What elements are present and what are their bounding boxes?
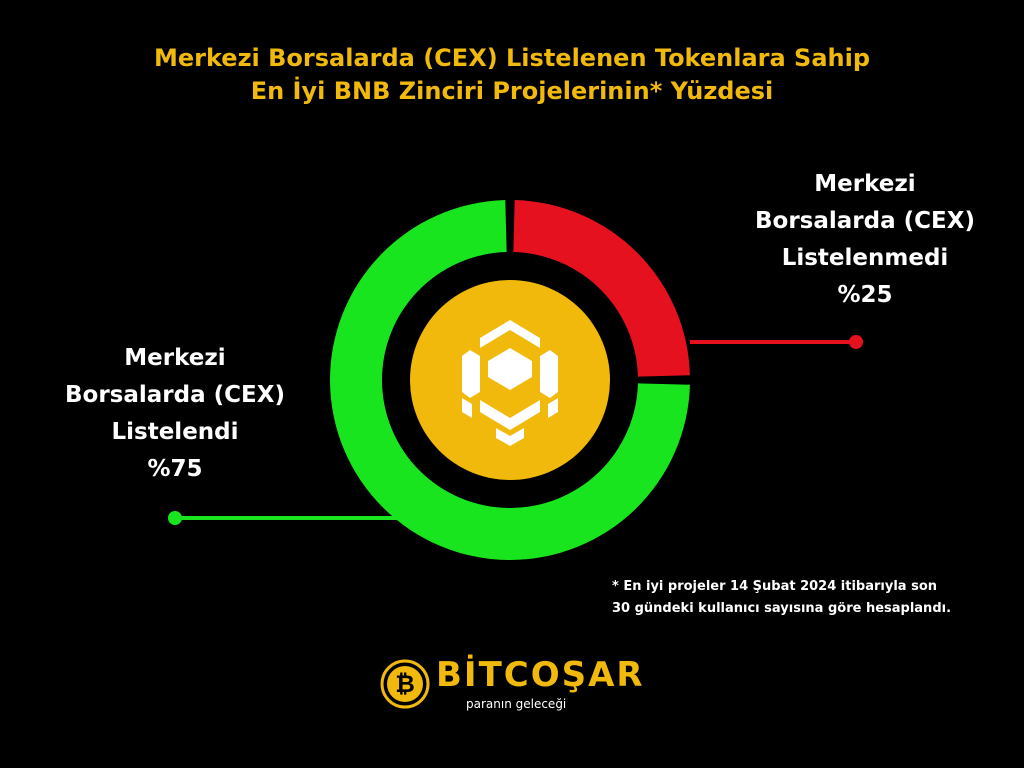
chart-title-line-2: En İyi BNB Zinciri Projelerinin* Yüzdesi: [250, 77, 774, 105]
label-listed-value: %75: [147, 456, 203, 482]
label-listed-line-3: Listelendi: [111, 419, 239, 445]
footnote-line-2: 30 gündeki kullanıcı sayısına göre hesap…: [612, 601, 952, 616]
leader-lines: [168, 335, 863, 525]
brand-tagline: paranın geleceği: [466, 697, 567, 711]
leader-dot-1: [849, 335, 863, 349]
donut-slices: [330, 200, 690, 560]
leader-dot-2: [168, 511, 182, 525]
label-unlisted-line-3: Listelenmedi: [781, 245, 949, 271]
brand-name: BİTCOŞAR: [436, 655, 645, 695]
donut-slice-1: [513, 200, 690, 377]
footnote-line-1: * En iyi projeler 14 Şubat 2024 itibarıy…: [612, 579, 938, 594]
svg-text:₿: ₿: [395, 670, 415, 698]
chart-title-line-1: Merkezi Borsalarda (CEX) Listelenen Toke…: [153, 44, 871, 72]
footnote: * En iyi projeler 14 Şubat 2024 itibarıy…: [612, 576, 1012, 620]
label-listed: Merkezi Borsalarda (CEX) Listelendi %75: [40, 340, 310, 488]
bnb-logo-icon: [462, 320, 558, 446]
label-unlisted-value: %25: [837, 282, 893, 308]
center-badge: [410, 280, 610, 480]
brand-logo: ₿ BİTCOŞAR paranın geleceği: [380, 655, 650, 715]
label-unlisted: Merkezi Borsalarda (CEX) Listelenmedi %2…: [730, 166, 1000, 314]
label-unlisted-line-1: Merkezi: [814, 171, 916, 197]
bitcoin-coin-icon: ₿: [380, 659, 430, 709]
label-listed-line-1: Merkezi: [124, 345, 226, 371]
label-listed-line-2: Borsalarda (CEX): [65, 382, 285, 408]
chart-title: Merkezi Borsalarda (CEX) Listelenen Toke…: [0, 42, 1024, 108]
label-unlisted-line-2: Borsalarda (CEX): [755, 208, 975, 234]
